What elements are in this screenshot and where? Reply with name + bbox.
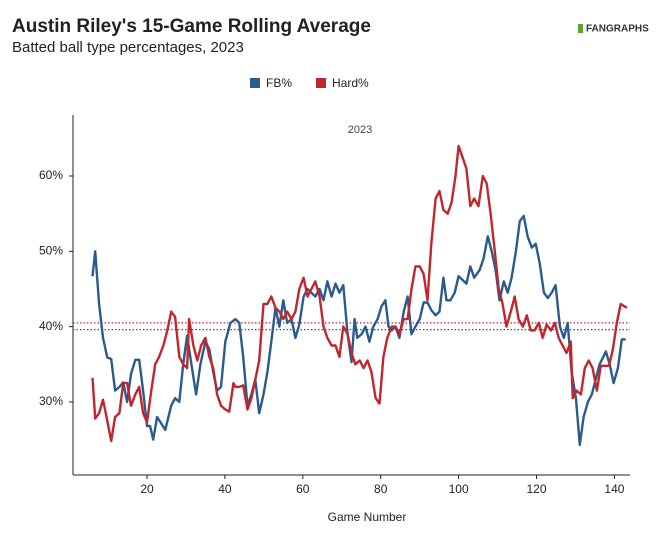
y-tick-label: 30% — [39, 394, 63, 408]
x-tick-label: 20 — [140, 482, 154, 496]
y-tick-label: 40% — [39, 319, 63, 333]
legend-label: Hard% — [332, 76, 369, 90]
x-axis-label: Game Number — [328, 510, 407, 524]
x-tick-label: 100 — [449, 482, 469, 496]
y-tick-label: 60% — [39, 168, 63, 182]
legend-swatch — [316, 78, 326, 88]
y-tick-label: 50% — [39, 243, 63, 257]
x-tick-label: 60 — [296, 482, 310, 496]
annotation: 2023 — [348, 124, 372, 136]
x-tick-label: 80 — [374, 482, 388, 496]
logo: FANGRAPHS — [586, 24, 649, 35]
x-tick-label: 120 — [527, 482, 547, 496]
chart-subtitle: Batted ball type percentages, 2023 — [12, 39, 244, 56]
x-tick-label: 140 — [604, 482, 624, 496]
logo-icon — [578, 24, 583, 33]
legend-label: FB% — [266, 76, 292, 90]
legend-swatch — [250, 78, 260, 88]
chart-title: Austin Riley's 15-Game Rolling Average — [12, 16, 371, 37]
series-line — [91, 144, 628, 443]
x-tick-label: 40 — [218, 482, 232, 496]
